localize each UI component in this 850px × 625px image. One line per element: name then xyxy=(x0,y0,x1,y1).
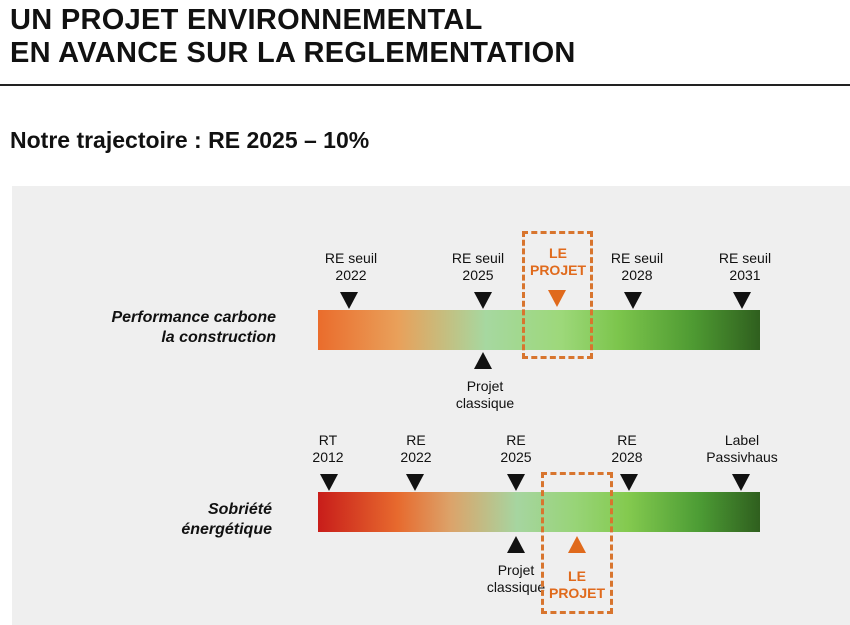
row2-marker-re2025-line1: RE xyxy=(506,432,526,448)
row2-projet-arrow-icon xyxy=(568,536,586,553)
row2-marker-passivhaus-line2: Passivhaus xyxy=(706,449,778,465)
title-divider xyxy=(0,84,850,86)
row1-marker-2025-arrow-icon xyxy=(474,292,492,309)
row2-projet-line1: LE xyxy=(568,568,586,584)
row2-label-line2: énergétique xyxy=(181,521,272,538)
page-title: UN PROJET ENVIRONNEMENTAL EN AVANCE SUR … xyxy=(10,4,576,70)
row2-marker-re2025-arrow-icon xyxy=(507,474,525,491)
row1-marker-2025-line1: RE seuil xyxy=(451,250,505,266)
row2-marker-re2028: RE 2028 xyxy=(567,432,687,466)
row1-marker-2022-line1: RE seuil xyxy=(324,250,378,266)
row1-marker-2028-line1: RE seuil xyxy=(610,250,664,266)
diagram-panel xyxy=(12,186,850,625)
row2-classique-line1: Projet xyxy=(497,562,535,578)
row1-label-line2: la construction xyxy=(161,329,276,346)
row1-projet-line1: LE xyxy=(549,245,567,261)
row1-classique-line1: Projet xyxy=(466,378,504,394)
row2-marker-re2028-arrow-icon xyxy=(620,474,638,491)
row2-marker-passivhaus: Label Passivhaus xyxy=(682,432,802,466)
row2-label-line1: Sobriété xyxy=(207,501,272,518)
row1-marker-2028: RE seuil 2028 xyxy=(577,250,697,284)
row1-projet-box xyxy=(522,231,593,359)
row1-marker-2022-arrow-icon xyxy=(340,292,358,309)
row2-classique-arrow-icon xyxy=(507,536,525,553)
row2-marker-rt2012-arrow-icon xyxy=(320,474,338,491)
row2-projet-line2: PROJET xyxy=(548,585,605,601)
row1-marker-2025-line2: 2025 xyxy=(462,267,494,283)
row1-marker-2031-line2: 2031 xyxy=(729,267,761,283)
row2-marker-re2022-line2: 2022 xyxy=(400,449,432,465)
row1-projet-line2: PROJET xyxy=(529,262,586,278)
row1-marker-2022-line2: 2022 xyxy=(335,267,367,283)
row1-marker-2031: RE seuil 2031 xyxy=(685,250,805,284)
row1-marker-2031-line1: RE seuil xyxy=(718,250,772,266)
row2-marker-re2022: RE 2022 xyxy=(356,432,476,466)
row2-marker-rt2012-line2: 2012 xyxy=(312,449,344,465)
row2-classique-label: Projet classique xyxy=(456,562,576,596)
row2-classique-line2: classique xyxy=(486,579,546,595)
row2-marker-re2025: RE 2025 xyxy=(456,432,576,466)
row2-marker-passivhaus-line1: Label xyxy=(724,432,760,448)
row2-label: Sobriété énergétique xyxy=(60,500,272,540)
row1-classique-label: Projet classique xyxy=(425,378,545,412)
row2-marker-rt2012-line1: RT xyxy=(318,432,338,448)
row1-projet-label: LE PROJET xyxy=(518,245,598,279)
row1-label-line1: Performance carbone xyxy=(111,309,276,326)
row1-label: Performance carbone la construction xyxy=(40,308,276,348)
row2-marker-re2022-line1: RE xyxy=(406,432,426,448)
page-subtitle: Notre trajectoire : RE 2025 – 10% xyxy=(10,127,370,153)
row2-marker-rt2012: RT 2012 xyxy=(268,432,388,466)
row2-projet-label: LE PROJET xyxy=(537,568,617,602)
title-line-2: EN AVANCE SUR LA REGLEMENTATION xyxy=(10,37,576,69)
row1-projet-arrow-icon xyxy=(548,290,566,307)
row1-marker-2025: RE seuil 2025 xyxy=(418,250,538,284)
row1-marker-2028-arrow-icon xyxy=(624,292,642,309)
row2-marker-passivhaus-arrow-icon xyxy=(732,474,750,491)
row2-marker-re2022-arrow-icon xyxy=(406,474,424,491)
row2-marker-re2028-line1: RE xyxy=(617,432,637,448)
row2-projet-box xyxy=(541,472,613,614)
row1-classique-line2: classique xyxy=(455,395,515,411)
row2-marker-re2028-line2: 2028 xyxy=(611,449,643,465)
row1-gradient-bar xyxy=(318,310,760,350)
row1-marker-2031-arrow-icon xyxy=(733,292,751,309)
row1-marker-2022: RE seuil 2022 xyxy=(291,250,411,284)
row2-marker-re2025-line2: 2025 xyxy=(500,449,532,465)
row1-marker-2028-line2: 2028 xyxy=(621,267,653,283)
row2-gradient-bar xyxy=(318,492,760,532)
row1-classique-arrow-icon xyxy=(474,352,492,369)
title-line-1: UN PROJET ENVIRONNEMENTAL xyxy=(10,4,483,36)
